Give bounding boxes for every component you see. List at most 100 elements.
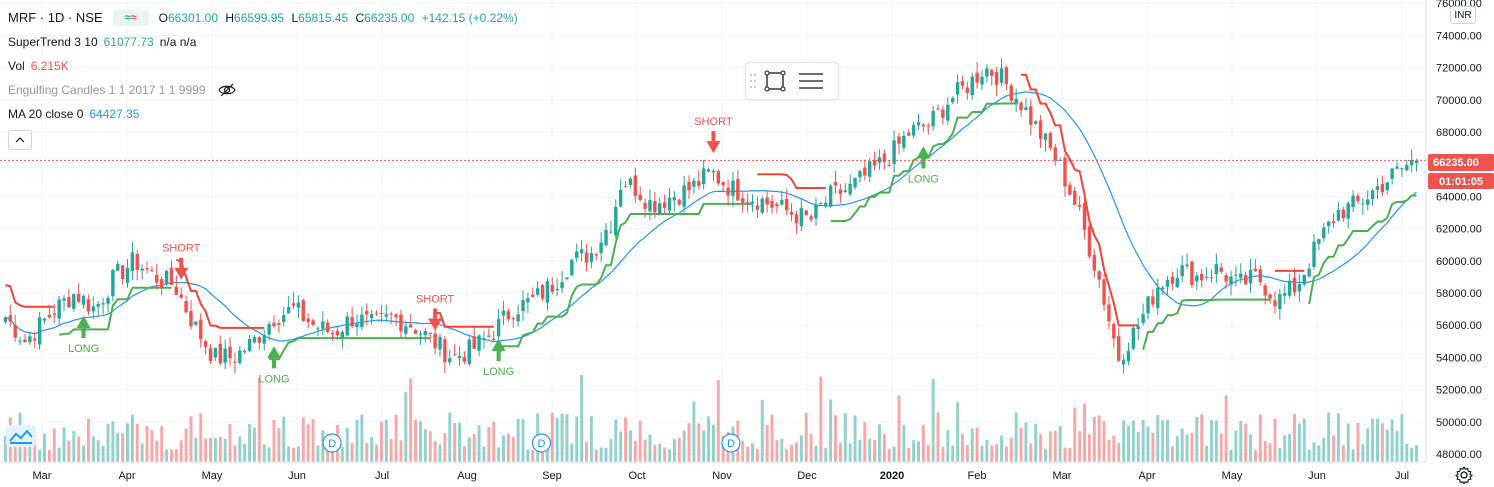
volume-bar bbox=[990, 445, 994, 462]
candle-body bbox=[833, 182, 838, 186]
volume-bar bbox=[1034, 423, 1038, 462]
candle-body bbox=[345, 316, 349, 336]
volume-bar bbox=[1263, 441, 1267, 462]
candle-body bbox=[1107, 304, 1111, 322]
candle-body bbox=[1087, 226, 1092, 257]
volume-bar bbox=[360, 414, 364, 462]
candle-body bbox=[1146, 296, 1150, 314]
volume-bar bbox=[633, 440, 637, 462]
candle-body bbox=[1224, 275, 1228, 282]
volume-bar bbox=[316, 445, 320, 462]
candle-body bbox=[535, 288, 540, 295]
volume-bar bbox=[287, 446, 291, 462]
volume-bar bbox=[1302, 418, 1306, 462]
dividend-icon bbox=[721, 433, 741, 453]
volume-bar bbox=[238, 436, 242, 462]
candle-body bbox=[1283, 293, 1287, 296]
volume-bar bbox=[13, 440, 17, 462]
volume-bar bbox=[799, 435, 803, 462]
candle-body bbox=[404, 326, 408, 334]
candle-body bbox=[741, 198, 745, 203]
volume-bar bbox=[218, 436, 222, 462]
compare-badge[interactable]: ≈ ≈ bbox=[112, 10, 149, 26]
volume-bar bbox=[965, 445, 969, 462]
candle-body bbox=[1336, 210, 1341, 221]
candle-body bbox=[42, 318, 47, 321]
volume-bar bbox=[760, 399, 764, 462]
candle-body bbox=[321, 321, 325, 329]
volume-bar bbox=[1312, 442, 1316, 462]
candle-body bbox=[994, 72, 999, 86]
candle-body bbox=[604, 229, 608, 246]
symbol-label[interactable]: MRF · 1D · NSE bbox=[8, 10, 103, 25]
candle-body bbox=[159, 279, 164, 288]
candle-body bbox=[784, 198, 789, 211]
candle-body bbox=[643, 202, 647, 209]
candle-body bbox=[975, 72, 979, 83]
ma-row[interactable]: MA 20 close 0 64427.35 bbox=[8, 102, 518, 126]
rectangle-tool-button[interactable] bbox=[757, 66, 793, 96]
volume-bar bbox=[204, 438, 208, 462]
candle-body bbox=[618, 189, 623, 207]
candle-body bbox=[267, 323, 271, 335]
volume-bar bbox=[140, 443, 144, 462]
candle-body bbox=[389, 313, 393, 315]
settings-lines-button[interactable] bbox=[793, 66, 829, 96]
candle-body bbox=[716, 170, 721, 184]
chart-logo-icon[interactable] bbox=[6, 425, 36, 447]
collapse-legend-button[interactable] bbox=[8, 130, 32, 150]
volume-bar bbox=[672, 439, 676, 462]
volume-bar bbox=[306, 424, 310, 462]
volume-bar bbox=[472, 434, 476, 462]
candle-body bbox=[1033, 121, 1038, 124]
volume-bar bbox=[506, 433, 510, 462]
candle-body bbox=[560, 282, 564, 289]
candle-body bbox=[257, 337, 262, 343]
candle-body bbox=[1361, 203, 1365, 205]
y-tick-label: 52000.00 bbox=[1436, 385, 1482, 397]
x-tick-label: Dec bbox=[797, 470, 817, 482]
candle-body bbox=[76, 293, 81, 302]
volume-bar bbox=[1371, 418, 1375, 462]
currency-button[interactable]: INR bbox=[1450, 6, 1476, 24]
engulfing-row[interactable]: Engulfing Candles 1 1 2017 1 1 9999 bbox=[8, 78, 518, 102]
y-tick-label: 58000.00 bbox=[1436, 288, 1482, 300]
volume-bar bbox=[1107, 439, 1111, 462]
volume-bar bbox=[985, 439, 989, 462]
countdown-text: 01:01:05 bbox=[1439, 176, 1483, 188]
volume-bar bbox=[921, 424, 925, 462]
candle-body bbox=[1063, 157, 1067, 187]
volume-bar bbox=[790, 444, 794, 462]
candle-body bbox=[1380, 184, 1385, 193]
y-tick-label: 76000.00 bbox=[1436, 0, 1482, 10]
candle-body bbox=[609, 231, 613, 233]
candle-body bbox=[18, 340, 22, 342]
volume-bar bbox=[628, 430, 632, 462]
candle-body bbox=[487, 335, 491, 337]
volume-bar bbox=[321, 430, 325, 462]
candle-body bbox=[902, 135, 906, 148]
candle-body bbox=[101, 303, 105, 305]
candle-body bbox=[877, 157, 882, 163]
supertrend-row[interactable]: SuperTrend 3 10 61077.73 n/a n/a bbox=[8, 30, 518, 54]
volume-bar bbox=[1053, 430, 1057, 462]
candle-body bbox=[67, 296, 71, 308]
candle-body bbox=[765, 197, 769, 205]
gear-icon[interactable] bbox=[1455, 466, 1473, 484]
volume-bar bbox=[721, 435, 725, 462]
candle-body bbox=[1117, 336, 1121, 361]
floating-drawing-toolbar[interactable] bbox=[745, 62, 839, 100]
candle-body bbox=[921, 124, 926, 127]
volume-bar bbox=[43, 433, 46, 462]
candle-body bbox=[1239, 273, 1243, 278]
candle-body bbox=[130, 252, 135, 272]
candle-body bbox=[472, 336, 476, 349]
eye-off-icon[interactable] bbox=[217, 83, 236, 97]
candle-body bbox=[750, 201, 755, 204]
vol-row[interactable]: Vol 6.215K bbox=[8, 54, 518, 78]
volume-bar bbox=[243, 443, 247, 462]
drag-handle-icon[interactable] bbox=[749, 71, 757, 91]
candle-body bbox=[194, 321, 198, 325]
